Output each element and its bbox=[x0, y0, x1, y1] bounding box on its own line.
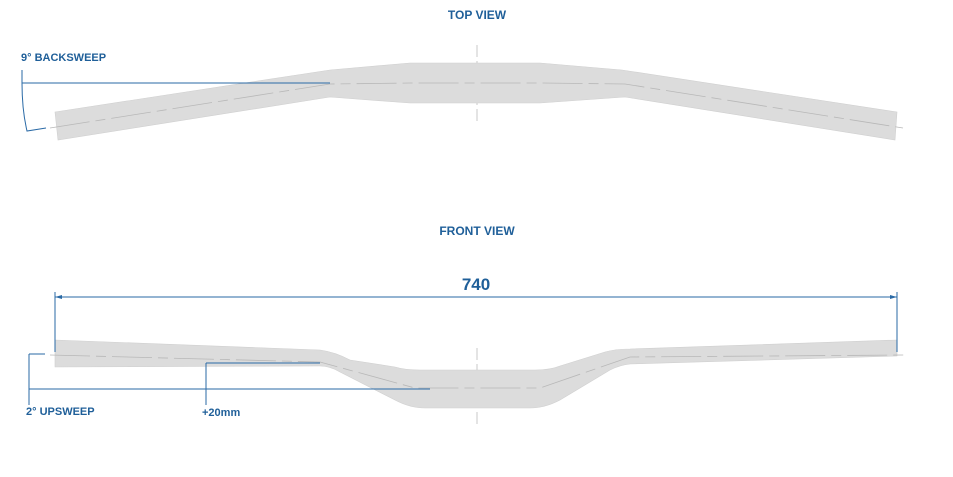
top-view-bar-axis bbox=[49, 82, 904, 129]
front-view-bar-axis bbox=[49, 354, 906, 389]
arrow-left-icon bbox=[55, 295, 62, 299]
width-label: 740 bbox=[462, 275, 490, 294]
front-view-title: FRONT VIEW bbox=[439, 224, 515, 238]
backsweep-label: 9° BACKSWEEP bbox=[21, 52, 106, 64]
front-view-bar bbox=[54, 339, 898, 409]
arrow-right-icon bbox=[890, 295, 897, 299]
top-view-title: TOP VIEW bbox=[448, 8, 507, 22]
top-view-bar bbox=[54, 62, 898, 141]
rise-label: +20mm bbox=[202, 407, 240, 419]
upsweep-label: 2° UPSWEEP bbox=[26, 406, 95, 418]
backsweep-angle-arc bbox=[21, 70, 47, 132]
